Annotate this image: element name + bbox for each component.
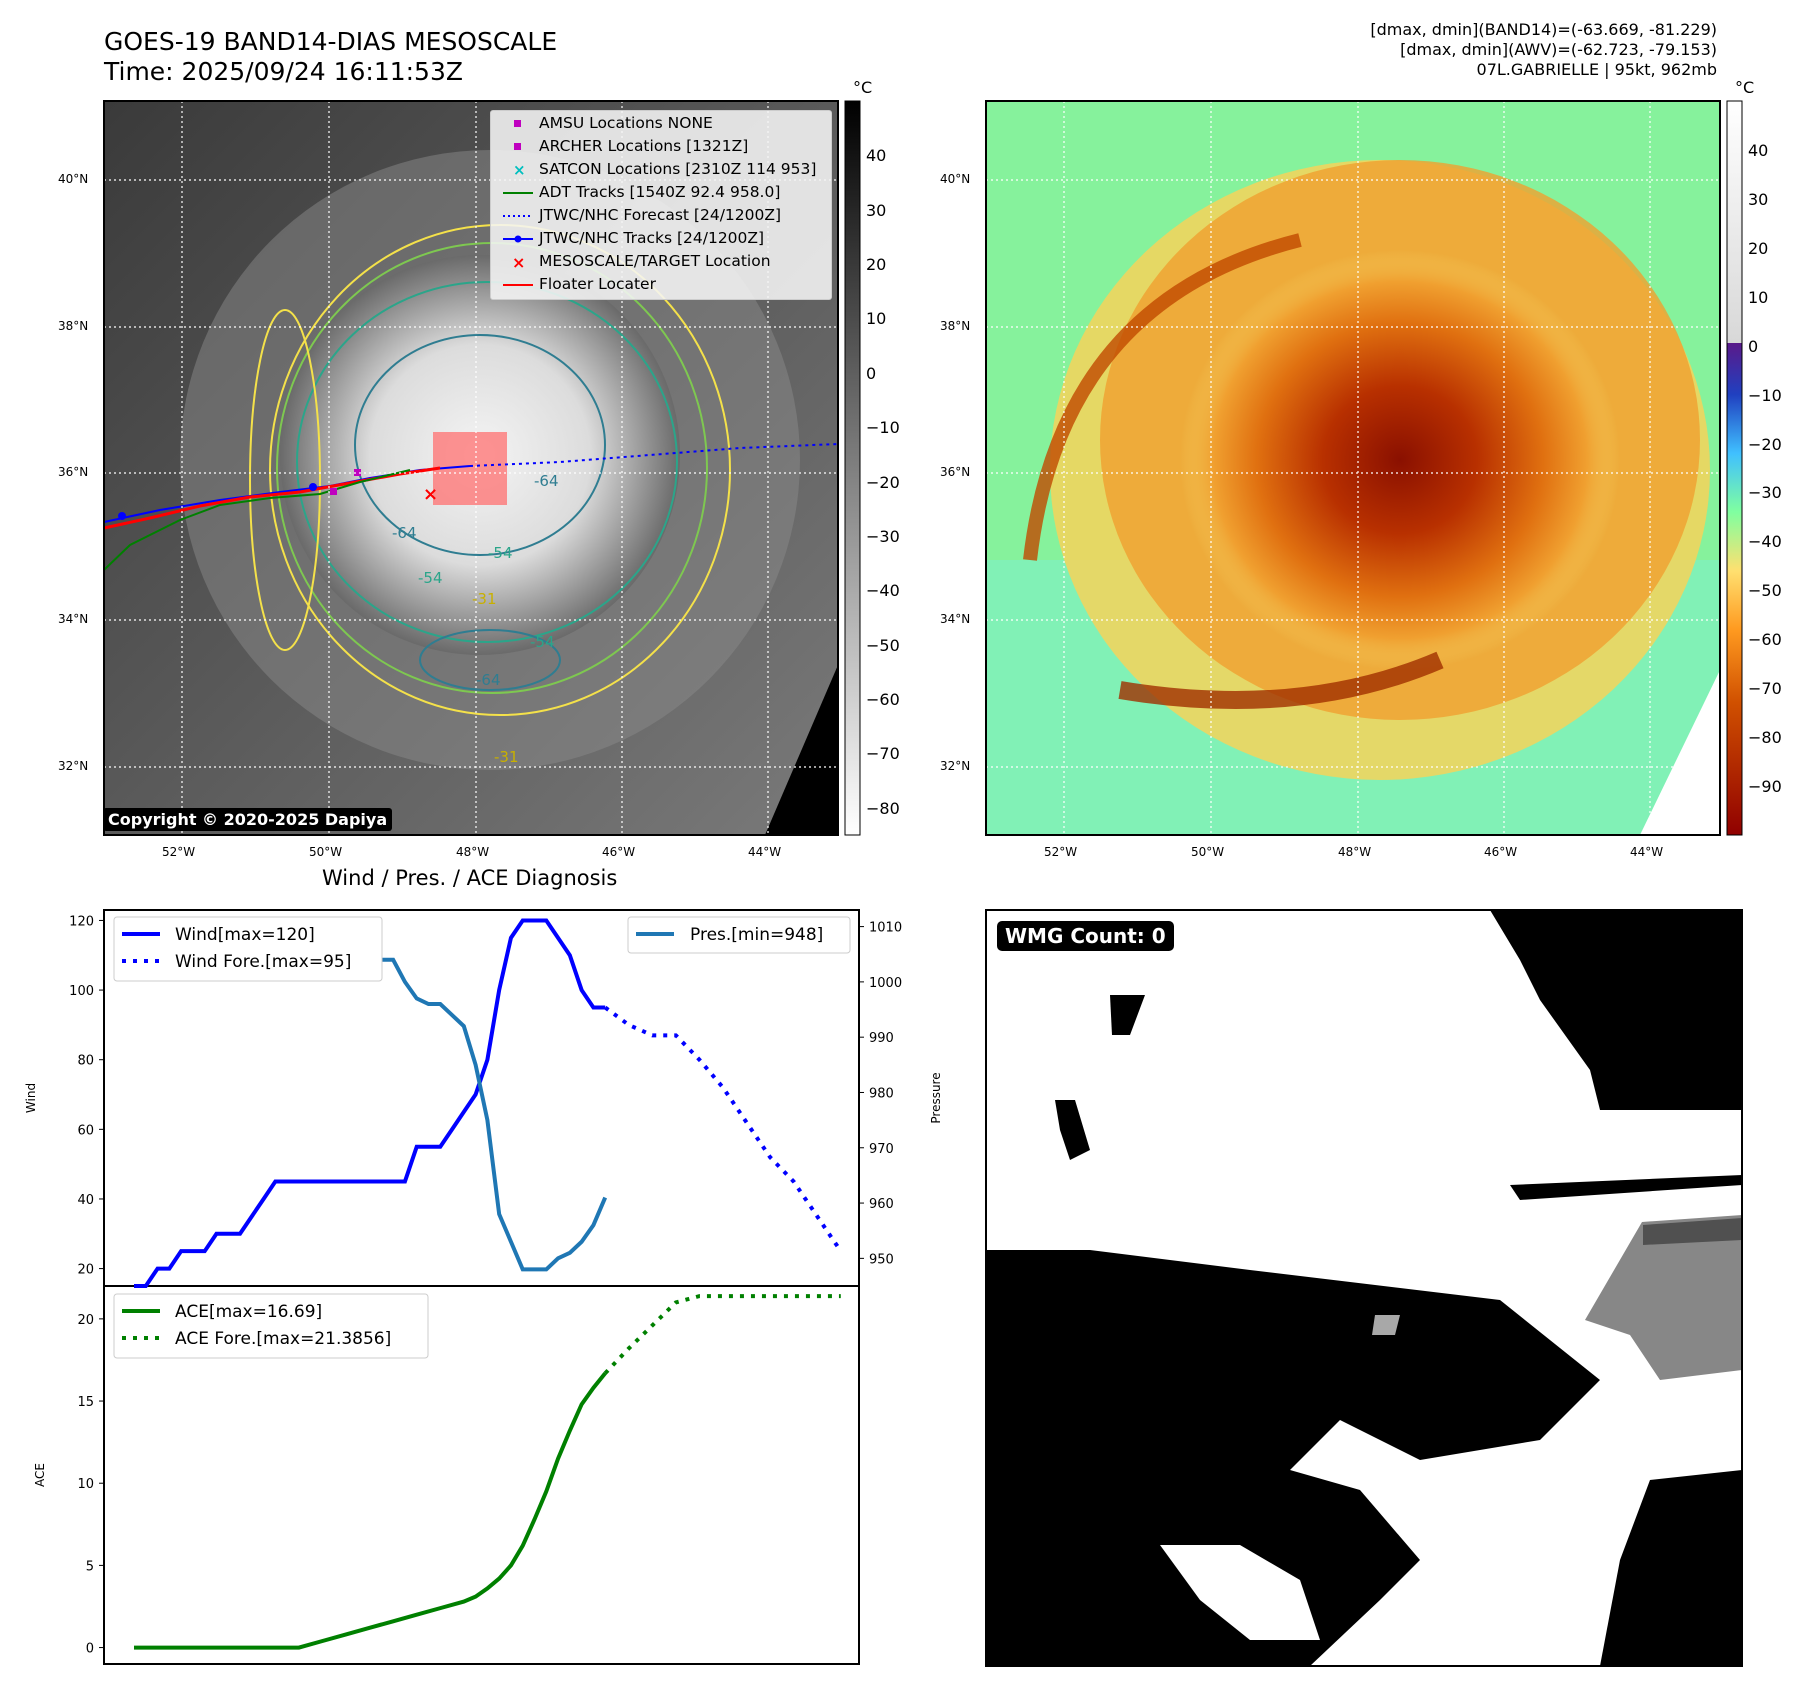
copyright-badge: Copyright © 2020-2025 Dapiya <box>103 808 393 831</box>
stats-awv: [dmax, dmin](AWV)=(-62.723, -79.153) <box>1400 40 1717 59</box>
ir-colorbar <box>844 100 861 836</box>
wmg-count-badge: WMG Count: 0 <box>997 921 1174 951</box>
colorbar-tick-label: −20 <box>866 472 900 492</box>
contour-labels: -64 -64 -54 -54 -31 -54 -64 -31 <box>392 472 559 766</box>
ir-lat-label: 38°N <box>58 319 89 333</box>
colorbar-tick-label: 0 <box>866 363 877 383</box>
colorbar-tick-label: −80 <box>1748 728 1782 748</box>
ir-gridlines <box>104 101 838 835</box>
legend-label: ADT Tracks [1540Z 92.4 958.0] <box>539 183 781 201</box>
contour-label: -54 <box>488 544 513 562</box>
colorbar-tick-label: −90 <box>1748 777 1782 797</box>
awv-lon-label: 44°W <box>1630 845 1664 859</box>
awv-lat-label: 34°N <box>940 612 971 626</box>
colorbar-tick-label: −40 <box>866 581 900 601</box>
wmg-panel <box>986 910 1742 1666</box>
colorbar-tick-label: 30 <box>1748 189 1769 209</box>
awv-lon-label: 50°W <box>1191 845 1225 859</box>
awv-gridlines <box>986 101 1720 835</box>
awv-colorbar-unit: °C <box>1735 78 1755 97</box>
colorbar-tick-label: −30 <box>866 526 900 546</box>
colorbar-tick-label: −10 <box>866 418 900 438</box>
colorbar-tick-label: −60 <box>1748 630 1782 650</box>
contour-label: -64 <box>476 671 501 689</box>
contour-label: -64 <box>534 472 559 490</box>
stats-block: [dmax, dmin](BAND14)=(-63.669, -81.229) … <box>1370 20 1717 80</box>
ir-lon-label: 44°W <box>748 845 782 859</box>
contour-label: -64 <box>392 524 417 542</box>
diagnosis-title: Wind / Pres. / ACE Diagnosis <box>322 866 618 890</box>
awv-lat-label: 36°N <box>940 465 971 479</box>
legend-label: JTWC/NHC Tracks [24/1200Z] <box>539 229 765 247</box>
legend-label: JTWC/NHC Forecast [24/1200Z] <box>539 206 782 224</box>
colorbar-tick-label: 0 <box>1748 336 1759 356</box>
ir-lon-label: 50°W <box>309 845 343 859</box>
stats-band14: [dmax, dmin](BAND14)=(-63.669, -81.229) <box>1370 20 1717 39</box>
awv-lat-label: 40°N <box>940 172 971 186</box>
colorbar-tick-label: −20 <box>1748 434 1782 454</box>
ir-colorbar-unit: °C <box>853 78 873 97</box>
colorbar-tick-label: 30 <box>866 200 887 220</box>
awv-lon-label: 48°W <box>1338 845 1372 859</box>
colorbar-tick-label: 20 <box>866 255 887 275</box>
legend-label: AMSU Locations NONE <box>539 114 713 132</box>
legend-label: SATCON Locations [2310Z 114 953] <box>539 160 817 178</box>
contour-label: -31 <box>494 748 519 766</box>
ir-lon-label: 52°W <box>162 845 196 859</box>
colorbar-tick-label: −80 <box>866 798 900 818</box>
awv-colorbar <box>1726 100 1743 836</box>
colorbar-tick-label: 20 <box>1748 238 1769 258</box>
svg-text:×: × <box>513 161 526 179</box>
map-legend: AMSU Locations NONE ARCHER Locations [13… <box>490 110 832 300</box>
colorbar-tick-label: 10 <box>866 309 887 329</box>
ir-lon-label: 46°W <box>602 845 636 859</box>
colorbar-tick-label: −70 <box>866 744 900 764</box>
figure-title: GOES-19 BAND14-DIAS MESOSCALE <box>104 27 558 56</box>
colorbar-tick-label: −60 <box>866 690 900 710</box>
ir-lat-label: 34°N <box>58 612 89 626</box>
awv-lat-label: 38°N <box>940 319 971 333</box>
legend-label: Floater Locater <box>539 275 656 293</box>
legend-label: ARCHER Locations [1321Z] <box>539 137 749 155</box>
awv-map <box>986 101 1720 835</box>
colorbar-tick-label: −50 <box>866 635 900 655</box>
contour-label: -54 <box>418 569 443 587</box>
legend-label: MESOSCALE/TARGET Location <box>539 252 771 270</box>
stats-storm: 07L.GABRIELLE | 95kt, 962mb <box>1476 60 1717 79</box>
svg-text:×: × <box>423 484 438 505</box>
ir-lat-label: 40°N <box>58 172 89 186</box>
colorbar-tick-label: −10 <box>1748 385 1782 405</box>
contour-label: -54 <box>530 633 555 651</box>
awv-lon-label: 46°W <box>1484 845 1518 859</box>
ir-lat-label: 32°N <box>58 759 89 773</box>
svg-text:×: × <box>512 253 525 272</box>
colorbar-tick-label: −70 <box>1748 679 1782 699</box>
figure-time: Time: 2025/09/24 16:11:53Z <box>104 57 463 86</box>
colorbar-tick-label: −50 <box>1748 581 1782 601</box>
awv-lat-label: 32°N <box>940 759 971 773</box>
awv-lon-label: 52°W <box>1044 845 1078 859</box>
colorbar-tick-label: −40 <box>1748 532 1782 552</box>
ir-lat-label: 36°N <box>58 465 89 479</box>
ir-lon-label: 48°W <box>456 845 490 859</box>
colorbar-tick-label: 40 <box>866 146 887 166</box>
contour-label: -31 <box>472 590 497 608</box>
colorbar-tick-label: 10 <box>1748 287 1769 307</box>
colorbar-tick-label: 40 <box>1748 140 1769 160</box>
colorbar-tick-label: −30 <box>1748 483 1782 503</box>
